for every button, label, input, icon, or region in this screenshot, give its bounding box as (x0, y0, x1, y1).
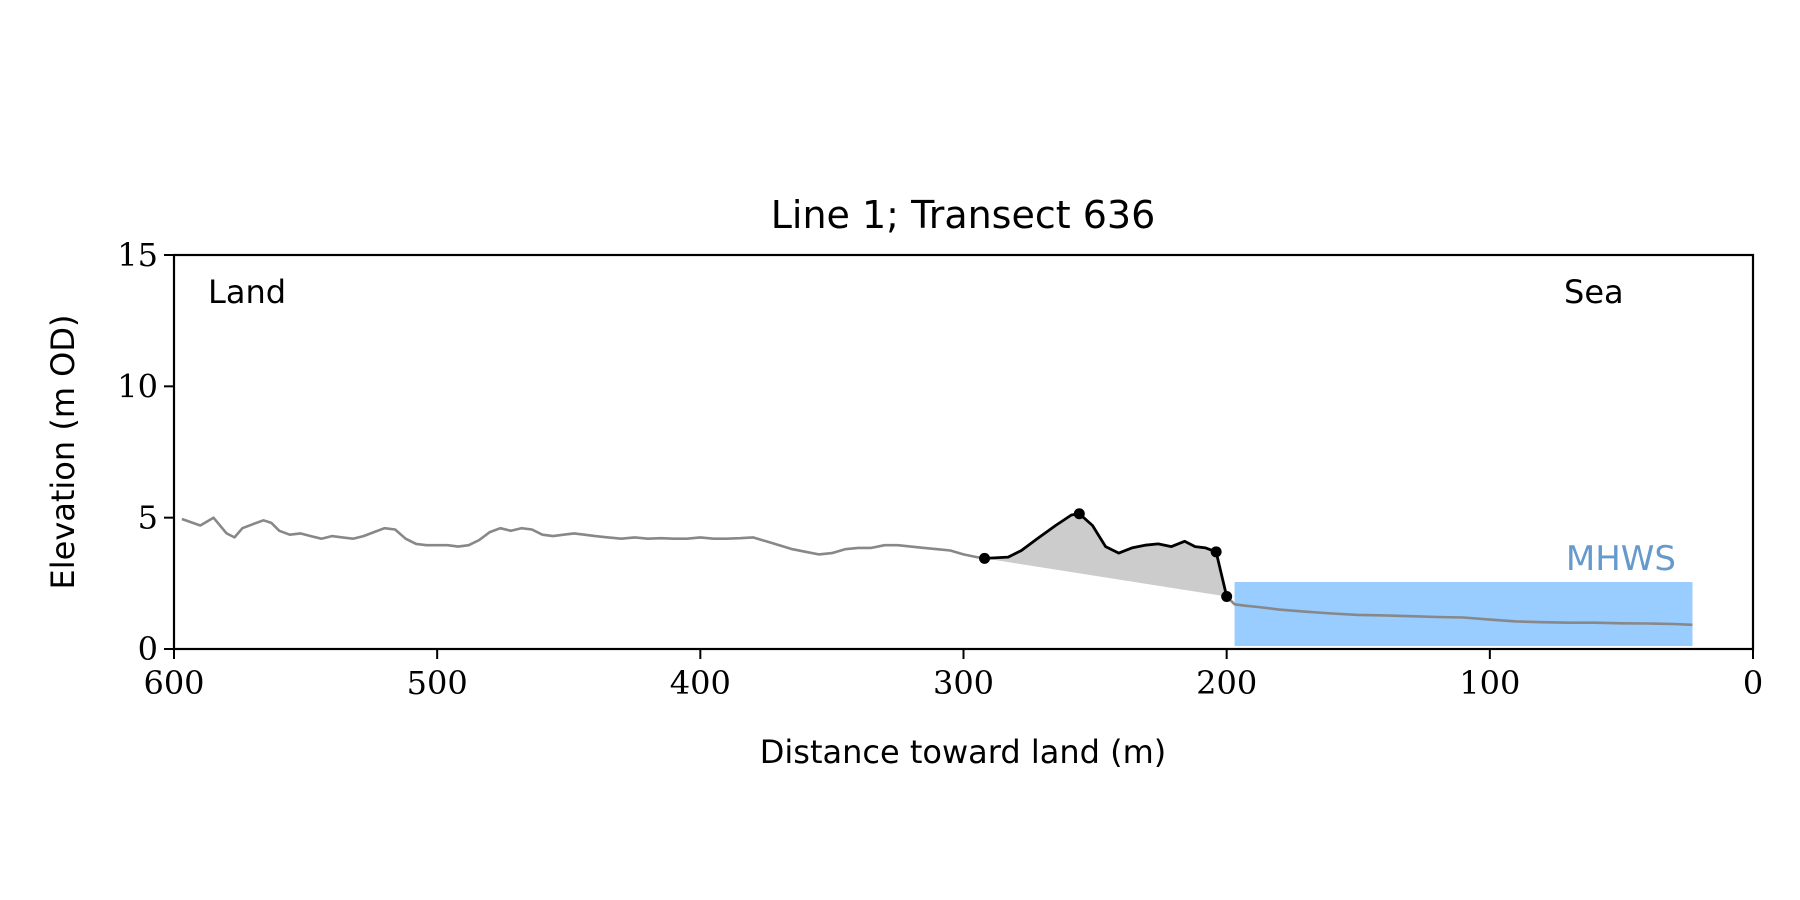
y-tick-label: 10 (117, 367, 158, 405)
y-tick-label: 5 (138, 499, 158, 537)
x-tick-label: 300 (933, 664, 994, 702)
x-tick-label: 200 (1196, 664, 1257, 702)
land-annotation: Land (208, 273, 286, 311)
dune-marker (1221, 590, 1233, 602)
dune-profile-line (984, 512, 1229, 597)
x-tick-label: 400 (670, 664, 731, 702)
lines-layer (181, 508, 1693, 627)
ground-profile-line-0 (181, 516, 985, 560)
dune-marker (1073, 508, 1085, 520)
dune-marker (1210, 546, 1222, 558)
dune-volume-fill (984, 513, 1227, 597)
y-axis-label: Elevation (m OD) (44, 315, 82, 590)
sea-annotation: Sea (1564, 273, 1624, 311)
x-tick-label: 600 (143, 664, 204, 702)
chart-title: Line 1; Transect 636 (771, 193, 1156, 237)
y-tick-label: 0 (138, 630, 158, 668)
ground-profile-line-2 (1225, 595, 1693, 627)
x-tick-label: 0 (1743, 664, 1763, 702)
mhws-band (1234, 582, 1693, 646)
y-tick-label: 15 (117, 236, 158, 274)
x-axis-label: Distance toward land (m) (760, 733, 1166, 771)
dune-marker (979, 552, 991, 564)
mhws-label: MHWS (1566, 539, 1676, 579)
ticks-layer: 600 500 400 300 200 100 0 15 10 5 0 (117, 236, 1763, 702)
x-tick-label: 100 (1459, 664, 1520, 702)
fill-layer (984, 513, 1693, 646)
x-tick-label: 500 (407, 664, 468, 702)
